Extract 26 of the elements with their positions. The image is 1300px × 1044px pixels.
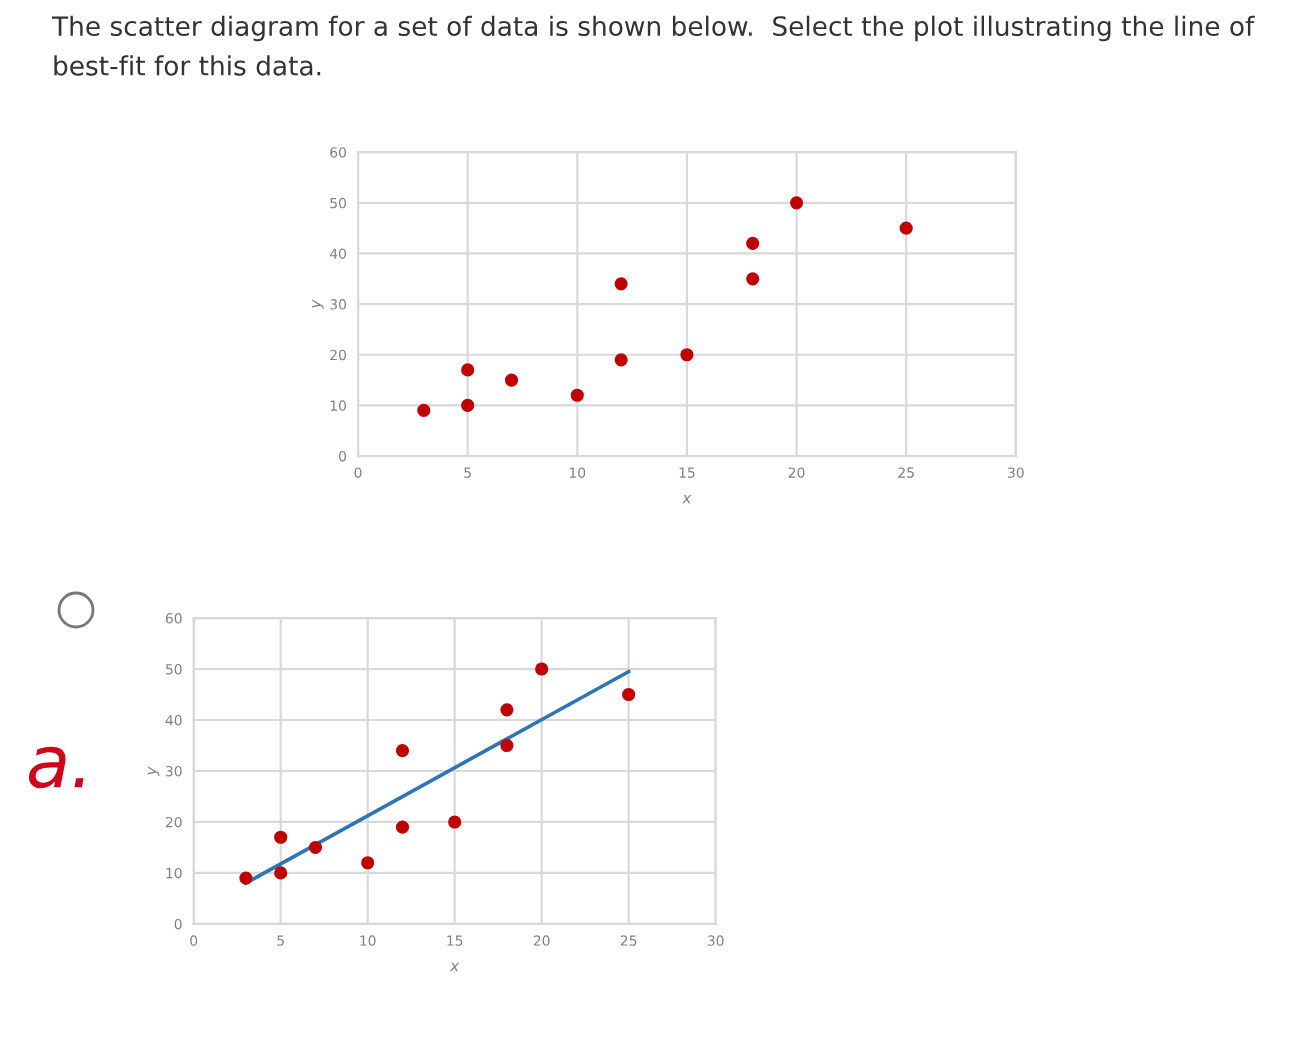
point xyxy=(395,820,410,834)
point xyxy=(570,388,584,402)
point xyxy=(239,871,253,885)
text: a. xyxy=(28,746,84,789)
point xyxy=(361,856,375,870)
point xyxy=(746,236,760,250)
point xyxy=(274,866,288,880)
point xyxy=(461,363,475,377)
point xyxy=(448,815,462,829)
chart-title: The scatter diagram for a set of data is shown below. Select the plot illustrating the line of best-fit for this data. xyxy=(51,15,1255,76)
point xyxy=(504,373,519,387)
point xyxy=(308,840,323,855)
point xyxy=(461,398,475,412)
point xyxy=(746,272,760,286)
point xyxy=(899,221,913,235)
point xyxy=(395,744,410,758)
point xyxy=(500,738,514,753)
point xyxy=(417,403,431,418)
point xyxy=(622,687,636,702)
point xyxy=(614,277,628,291)
point xyxy=(614,353,628,367)
point xyxy=(789,196,804,210)
point xyxy=(680,348,694,362)
point xyxy=(500,703,514,717)
point xyxy=(274,830,288,844)
point xyxy=(535,662,549,676)
